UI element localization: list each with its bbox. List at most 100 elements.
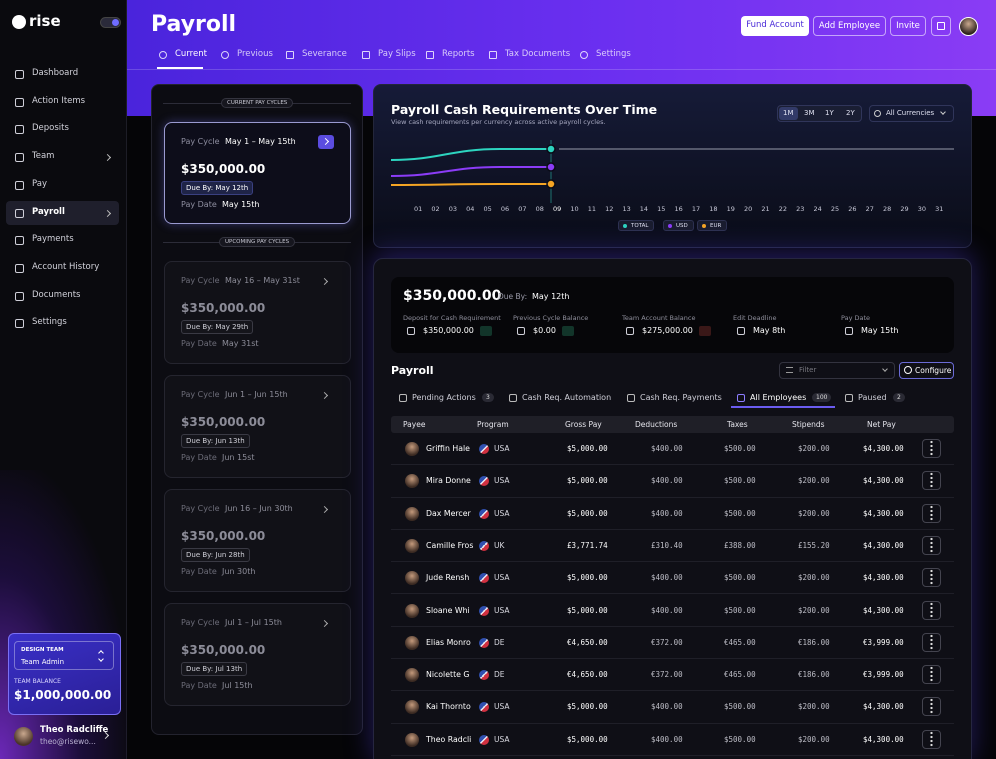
nav-item[interactable]: Documents	[32, 289, 81, 300]
header-tab[interactable]: Current	[175, 49, 207, 59]
flag-icon	[479, 734, 489, 745]
day-label: 08	[535, 205, 544, 213]
payee-avatar	[405, 668, 419, 683]
payroll-tab[interactable]: Paused	[858, 393, 887, 402]
nav-item[interactable]: Pay	[32, 178, 47, 189]
nav-item[interactable]: Deposits	[32, 123, 69, 134]
nav-item[interactable]: Dashboard	[32, 68, 79, 78]
configure-label: Configure	[915, 366, 952, 375]
column-header[interactable]: Payee	[403, 420, 426, 429]
program: DE	[494, 670, 505, 680]
filter-box[interactable]	[779, 362, 895, 379]
column-header[interactable]: Stipends	[792, 420, 825, 429]
range-button[interactable]: 2Y	[846, 109, 855, 117]
summary-amount: $350,000.00	[403, 288, 502, 304]
row-menu[interactable]	[922, 471, 941, 491]
tab-icon	[737, 394, 745, 402]
column-header[interactable]: Net Pay	[867, 420, 896, 429]
header-button[interactable]: Add Employee	[813, 16, 886, 36]
amount-cell: $4,300.00	[863, 734, 904, 744]
range-button[interactable]: 3M	[804, 109, 815, 117]
amount-cell: $500.00	[724, 573, 756, 583]
header-button[interactable]: Invite	[890, 16, 926, 36]
program: USA	[494, 476, 510, 486]
range-button[interactable]: 1Y	[825, 109, 834, 117]
logo: rise	[29, 12, 61, 30]
chart-subtitle: View cash requirements per currency acro…	[391, 118, 606, 126]
nav-item[interactable]: Team	[32, 151, 55, 162]
pay-cycle-card[interactable]	[164, 375, 351, 478]
amount-cell: $400.00	[651, 702, 683, 712]
day-label: 12	[605, 205, 614, 213]
profile-avatar[interactable]	[959, 17, 978, 36]
cycle-range: May 16 – May 31st	[225, 276, 300, 285]
payee-name: Sloane Whi	[426, 605, 470, 615]
nav-item[interactable]: Payroll	[32, 206, 65, 217]
day-label: 16	[674, 205, 683, 213]
open-button[interactable]	[318, 135, 334, 149]
payroll-tab[interactable]: All Employees	[750, 393, 807, 402]
payroll-tab[interactable]: Cash Req. Automation	[522, 393, 612, 402]
payroll-tab[interactable]: Cash Req. Payments	[640, 393, 722, 402]
header-tab[interactable]: Pay Slips	[378, 49, 416, 59]
currency-select[interactable]	[869, 105, 954, 122]
pay-cycle-card[interactable]	[164, 489, 351, 592]
payroll-tab[interactable]: Pending Actions	[412, 393, 476, 402]
nav-item[interactable]: Account History	[32, 261, 100, 272]
pay-date: Jul 15th	[222, 681, 253, 690]
row-menu[interactable]	[922, 697, 941, 717]
amount-cell: $4,300.00	[863, 540, 904, 550]
header-tab[interactable]: Tax Documents	[505, 49, 571, 59]
sort-icon	[606, 420, 610, 428]
column-header[interactable]: Taxes	[727, 420, 748, 429]
row-menu[interactable]	[922, 568, 941, 588]
row-menu[interactable]	[922, 503, 941, 523]
program: USA	[494, 508, 510, 518]
tab-icon	[426, 51, 434, 59]
row-menu[interactable]	[922, 632, 941, 652]
nav-item[interactable]: Payments	[32, 234, 74, 245]
payee-avatar	[405, 635, 419, 650]
day-label: 04	[466, 205, 475, 213]
pay-cycle-card[interactable]	[164, 261, 351, 364]
nav-item[interactable]: Action Items	[32, 95, 86, 106]
nav-item[interactable]: Settings	[32, 317, 67, 328]
configure-button[interactable]	[899, 362, 954, 379]
header-button[interactable]: Fund Account	[741, 16, 809, 36]
theme-toggle[interactable]	[100, 17, 121, 28]
legend-dot	[702, 224, 706, 228]
logo-icon	[12, 15, 26, 29]
header-tab[interactable]: Previous	[237, 49, 273, 59]
range-button[interactable]: 1M	[783, 109, 794, 117]
filter-icon	[786, 367, 793, 373]
external-button[interactable]	[931, 16, 951, 36]
row-menu[interactable]	[922, 600, 941, 620]
row-menu[interactable]	[922, 729, 941, 749]
column-header[interactable]: Deductions	[635, 420, 678, 429]
balance-label: TEAM BALANCE	[14, 678, 61, 685]
pay-date: Jun 15st	[222, 453, 255, 462]
row-menu[interactable]	[922, 665, 941, 685]
table-row	[391, 562, 954, 595]
row-menu[interactable]	[922, 535, 941, 555]
team-role: Team Admin	[21, 658, 65, 666]
user-avatar	[14, 727, 33, 746]
day-label: 17	[691, 205, 701, 213]
pay-cycle-card[interactable]	[164, 603, 351, 706]
table-row	[391, 659, 954, 692]
section-heading: UPCOMING PAY CYCLES	[219, 237, 296, 247]
column-header[interactable]: Program	[477, 420, 509, 429]
amount-cell: $500.00	[724, 734, 756, 744]
header-tab[interactable]: Settings	[596, 49, 631, 59]
payee-name: Mira Donne	[426, 476, 471, 486]
header-tab[interactable]: Reports	[442, 49, 475, 59]
row-menu[interactable]	[922, 439, 941, 458]
column-header[interactable]: Gross Pay	[565, 420, 602, 429]
flag-icon	[479, 540, 489, 551]
header-tab[interactable]: Severance	[302, 49, 347, 59]
team-select[interactable]	[14, 641, 114, 670]
payee-name: Dax Mercer	[426, 508, 471, 518]
flag-icon	[479, 508, 489, 519]
range-group	[777, 105, 862, 122]
amount-cell: €4,650.00	[567, 637, 608, 647]
